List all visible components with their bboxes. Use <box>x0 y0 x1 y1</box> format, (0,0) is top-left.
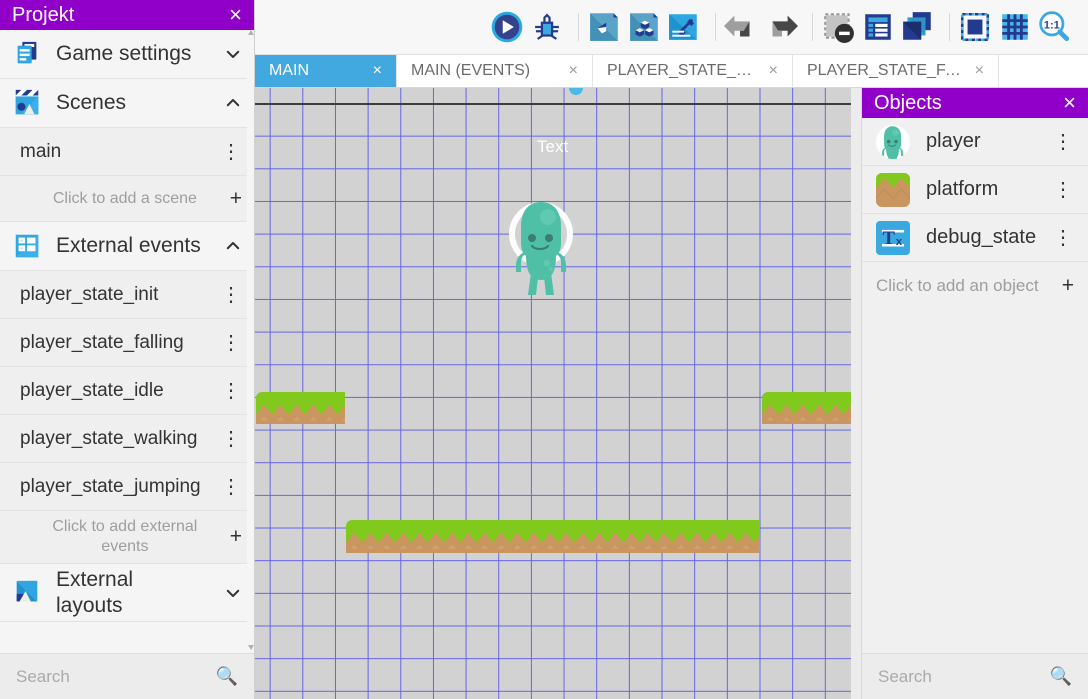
svg-text:x: x <box>896 236 903 248</box>
svg-text:T: T <box>883 227 896 248</box>
svg-text:1:1: 1:1 <box>1044 19 1060 31</box>
